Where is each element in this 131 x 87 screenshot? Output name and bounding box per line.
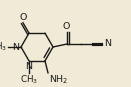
- Text: N: N: [12, 43, 20, 52]
- Text: CH$_3$: CH$_3$: [20, 74, 38, 86]
- Text: O: O: [63, 22, 70, 31]
- Text: O: O: [19, 13, 27, 22]
- Text: N: N: [26, 62, 32, 71]
- Text: NH$_2$: NH$_2$: [49, 74, 69, 86]
- Text: N: N: [104, 39, 111, 48]
- Text: CH$_3$: CH$_3$: [0, 41, 7, 53]
